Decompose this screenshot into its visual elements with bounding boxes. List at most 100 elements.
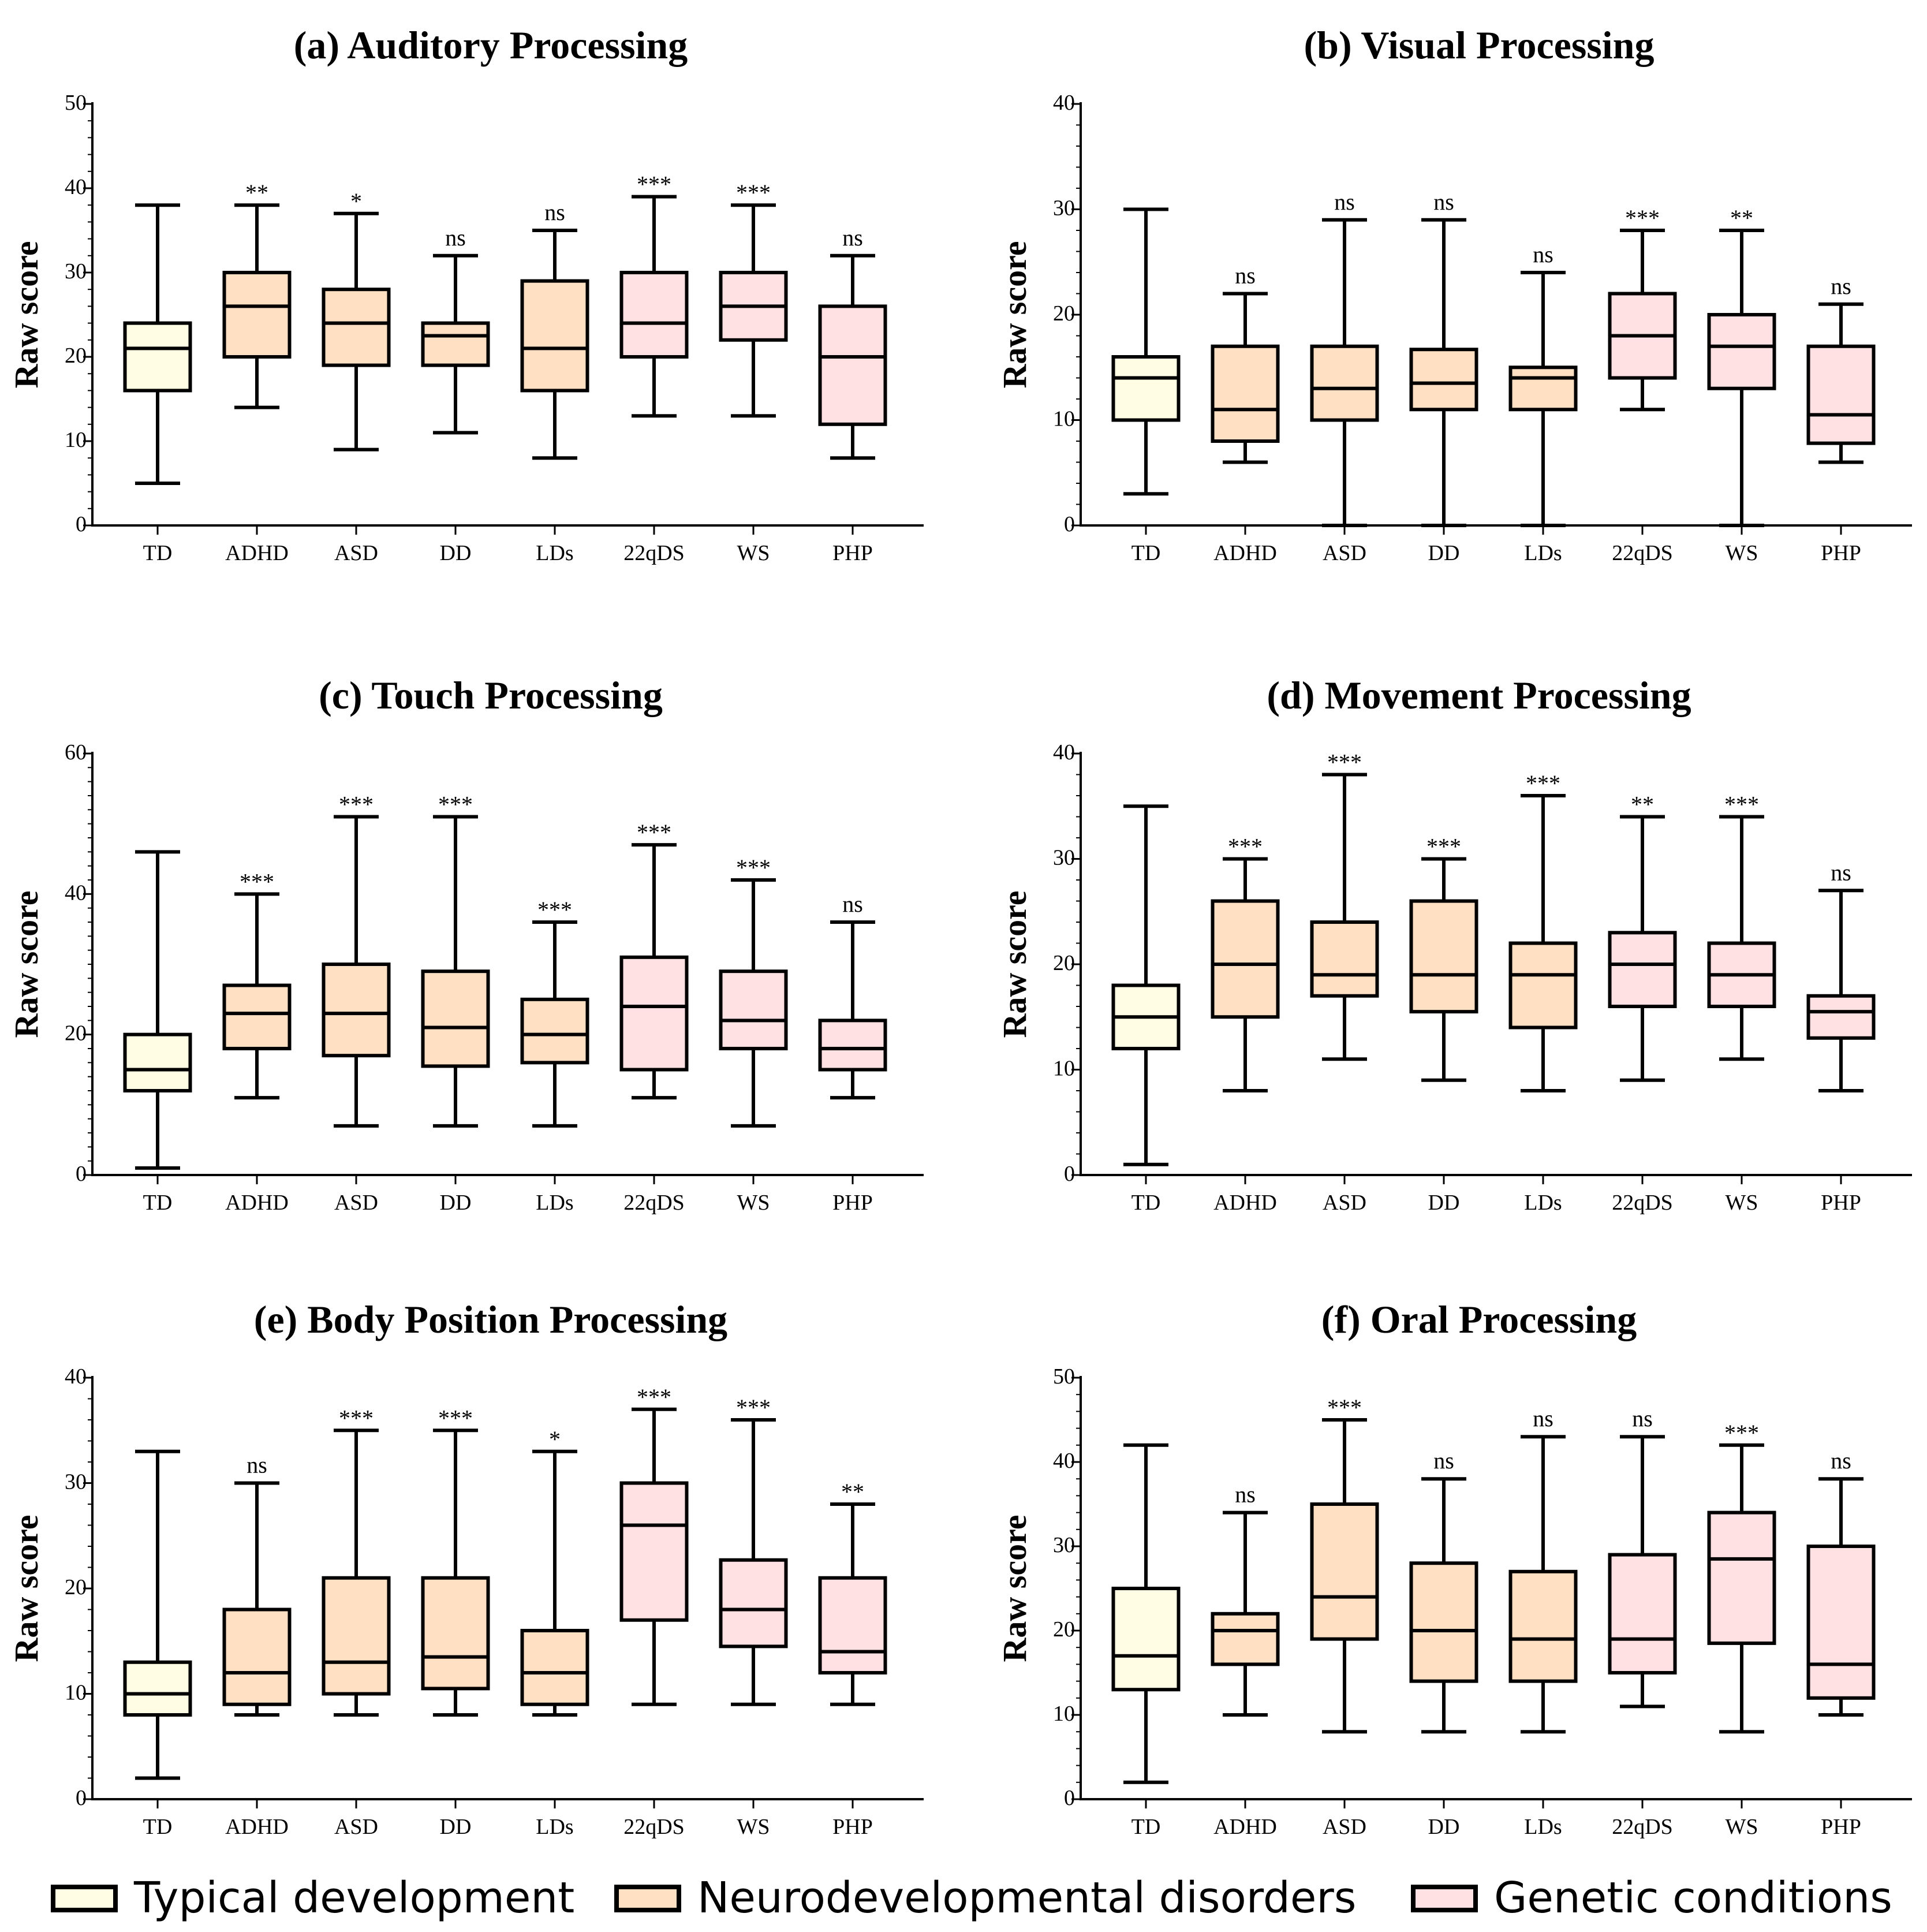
box-22qDS: *** [619,819,689,1100]
box-iqr [619,271,689,359]
box-iqr [520,1629,589,1706]
box-DD: ns [421,225,490,435]
x-tick-label: DD [1428,1191,1460,1215]
significance-label: *** [1426,834,1461,860]
significance-label: * [549,1426,561,1452]
x-tick-label: 22qDS [1612,1191,1673,1215]
y-tick-label: 20 [65,1575,87,1599]
box-iqr [719,969,788,1050]
legend: Typical development Neurodevelopmental di… [51,1873,1892,1923]
x-tick-label: WS [737,1191,770,1215]
significance-label: *** [339,792,374,818]
x-tick-label: PHP [832,541,873,565]
panel-title: (f) Oral Processing [1321,1297,1637,1341]
legend-swatch-typical [51,1885,118,1912]
box-iqr [520,997,589,1065]
box-WS: ** [1707,205,1776,527]
box-iqr [421,1576,490,1691]
box-iqr [1608,1553,1677,1675]
significance-label: ns [1433,189,1454,215]
box-iqr [1409,899,1478,1014]
x-tick-label: ASD [1323,541,1366,565]
box-LDs: * [520,1426,589,1717]
box-iqr [1508,365,1578,412]
box-PHP: ns [1806,859,1876,1092]
significance-label: ** [841,1479,864,1505]
x-tick-label: LDs [536,1191,573,1215]
x-tick-label: ASD [334,1191,378,1215]
significance-label: *** [438,1405,473,1431]
significance-label: *** [1228,834,1263,860]
box-iqr [818,304,887,426]
box-22qDS: *** [619,1384,689,1706]
y-axis-label: Raw score [996,890,1033,1038]
panel-3: (c) Touch Processing Raw score 0 20 40 60 TD AD… [8,673,924,1215]
significance-label: ** [245,180,268,206]
significance-label: *** [736,180,771,206]
box-iqr [1310,920,1379,998]
box-DD: ns [1409,189,1478,527]
y-tick-label: 30 [1053,196,1075,221]
x-tick-label: TD [143,541,173,565]
significance-label: ns [842,891,863,917]
x-tick-label: ADHD [225,541,289,565]
box-WS: *** [719,1394,788,1706]
significance-label: ns [1235,263,1256,289]
box-TD [123,850,192,1170]
box-ADHD: ns [222,1452,292,1717]
box-iqr [1508,941,1578,1030]
box-iqr [1508,1569,1578,1683]
box-iqr [520,279,589,393]
box-WS: *** [719,180,788,418]
y-tick-label: 0 [1064,1162,1075,1186]
box-iqr [1707,313,1776,390]
box-iqr [1806,994,1876,1040]
box-iqr [1409,348,1478,412]
x-tick-label: PHP [1821,1815,1861,1839]
box-iqr [1806,344,1876,445]
legend-label-typical: Typical development [133,1873,574,1923]
box-ASD: *** [322,792,391,1128]
y-tick-label: 10 [65,1681,87,1705]
significance-label: ns [842,225,863,251]
y-axis-label: Raw score [8,241,45,388]
significance-label: *** [438,792,473,818]
x-tick-label: DD [440,541,472,565]
box-iqr [1310,344,1379,422]
significance-label: *** [1724,1420,1759,1446]
panel-6: (f) Oral Processing Raw score 0 10 20 30 40 50 T… [996,1297,1912,1839]
box-iqr [1211,344,1280,443]
box-ADHD: ns [1211,263,1280,464]
legend-swatch-neuro [614,1885,681,1912]
significance-label: ** [1730,205,1753,231]
box-ASD: *** [322,1405,391,1717]
x-tick-label: WS [1726,1815,1758,1839]
x-tick-label: WS [1726,1191,1758,1215]
y-tick-label: 60 [65,740,87,764]
panel-2: (b) Visual Processing Raw score 0 10 20 30 40 T… [996,23,1912,565]
box-iqr [222,983,292,1050]
x-tick-label: ADHD [1213,1815,1277,1839]
y-tick-label: 20 [1053,301,1075,326]
box-ADHD: ** [222,180,292,409]
significance-label: ns [1632,1405,1653,1431]
significance-label: *** [637,819,671,845]
y-tick-label: 30 [65,259,87,284]
x-tick-label: WS [1726,541,1758,565]
box-22qDS: ns [1608,1405,1677,1709]
y-tick-label: 40 [65,881,87,905]
significance-label: *** [1625,205,1660,231]
box-LDs: ns [520,199,589,460]
box-iqr [222,1607,292,1706]
y-tick-label: 40 [1053,91,1075,115]
box-iqr [1111,1587,1181,1692]
y-axis-label: Raw score [8,890,45,1038]
significance-label: *** [1327,749,1362,775]
y-tick-label: 30 [1053,1533,1075,1557]
panel-title: (b) Visual Processing [1304,23,1654,67]
significance-label: ns [1831,859,1851,885]
box-22qDS: *** [1608,205,1677,412]
box-ASD: ns [1310,189,1379,527]
box-PHP: ** [818,1479,887,1706]
x-tick-label: ADHD [1213,1191,1277,1215]
